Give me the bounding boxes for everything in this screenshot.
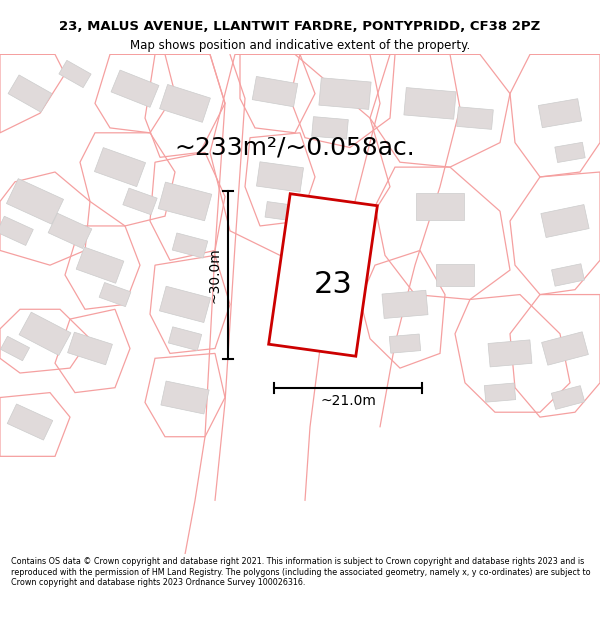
Polygon shape [252,76,298,107]
Polygon shape [542,332,589,365]
Polygon shape [488,340,532,367]
Polygon shape [269,194,377,356]
Polygon shape [311,117,349,139]
Polygon shape [404,88,456,119]
Text: Contains OS data © Crown copyright and database right 2021. This information is : Contains OS data © Crown copyright and d… [11,558,590,588]
Polygon shape [68,332,112,365]
Polygon shape [541,204,589,238]
Polygon shape [160,84,211,122]
Polygon shape [94,148,146,187]
Polygon shape [484,383,515,402]
Polygon shape [436,264,474,286]
Polygon shape [551,386,584,409]
Text: 23, MALUS AVENUE, LLANTWIT FARDRE, PONTYPRIDD, CF38 2PZ: 23, MALUS AVENUE, LLANTWIT FARDRE, PONTY… [59,21,541,33]
Polygon shape [59,61,91,88]
Polygon shape [1,336,29,361]
Polygon shape [160,286,211,322]
Polygon shape [8,75,52,112]
Polygon shape [538,99,581,127]
Polygon shape [48,213,92,249]
Polygon shape [265,201,295,221]
Polygon shape [161,381,209,414]
Polygon shape [551,264,584,286]
Polygon shape [123,188,157,215]
Polygon shape [7,179,64,224]
Polygon shape [416,193,464,219]
Polygon shape [158,182,212,221]
Polygon shape [457,107,493,129]
Polygon shape [7,404,53,440]
Polygon shape [99,282,131,307]
Text: 23: 23 [314,270,352,299]
Polygon shape [389,334,421,353]
Polygon shape [172,233,208,258]
Polygon shape [169,327,202,351]
Polygon shape [319,78,371,109]
Text: ~21.0m: ~21.0m [320,394,376,408]
Polygon shape [555,142,585,162]
Polygon shape [19,312,71,356]
Text: Map shows position and indicative extent of the property.: Map shows position and indicative extent… [130,39,470,51]
Polygon shape [0,216,34,246]
Text: ~233m²/~0.058ac.: ~233m²/~0.058ac. [175,136,415,159]
Polygon shape [256,162,304,192]
Polygon shape [111,70,159,108]
Polygon shape [76,247,124,283]
Polygon shape [382,290,428,319]
Text: ~30.0m: ~30.0m [207,247,221,303]
